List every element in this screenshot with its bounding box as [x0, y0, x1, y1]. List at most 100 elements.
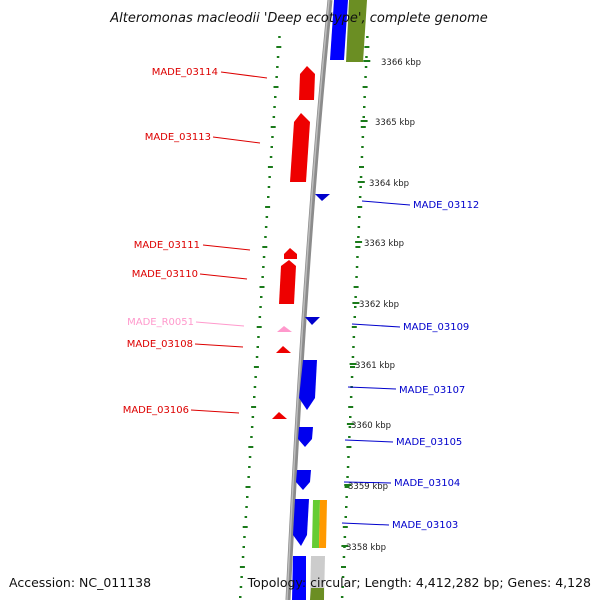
gene-label-made-03110[interactable]: MADE_03110	[132, 269, 198, 280]
gc-dot	[359, 176, 363, 178]
gc-dot	[262, 246, 268, 248]
gc-dot	[348, 436, 351, 438]
gc-dot	[342, 526, 348, 528]
gene-arrow-made-03111[interactable]	[284, 248, 297, 259]
gc-dot	[268, 176, 271, 178]
gc-dot	[365, 56, 368, 58]
gene-arrow-made-03110[interactable]	[279, 260, 296, 304]
gc-dot	[345, 496, 348, 498]
gc-dot	[355, 246, 361, 248]
gene-label-made-03111[interactable]: MADE_03111	[134, 240, 200, 251]
gc-dot	[250, 426, 254, 428]
gene-label-made-03114[interactable]: MADE_03114	[152, 67, 218, 78]
gene-arrow-made-03113[interactable]	[290, 113, 310, 182]
gc-dot	[269, 156, 273, 158]
gc-dot	[352, 346, 355, 348]
gc-dot	[250, 436, 253, 438]
gene-label-made-03108[interactable]: MADE_03108	[127, 339, 193, 350]
gene-arrow-made-03105[interactable]	[298, 427, 313, 447]
gc-dot	[274, 96, 277, 98]
gc-dot	[364, 76, 367, 78]
gc-dot	[342, 556, 346, 558]
gc-dot	[239, 596, 242, 598]
gc-dot	[345, 506, 348, 508]
gc-dot	[270, 146, 273, 148]
gc-dot	[341, 566, 346, 568]
gene-label-made-03103[interactable]: MADE_03103	[392, 520, 458, 531]
tick-label-3366: 3366 kbp	[381, 58, 421, 68]
gene-arrow-made-03103[interactable]	[293, 499, 309, 546]
gene-label-made-03113[interactable]: MADE_03113	[145, 132, 211, 143]
gc-dot	[346, 476, 349, 478]
gc-dot	[278, 36, 281, 38]
gene-label-made-03106[interactable]: MADE_03106	[123, 405, 189, 416]
green-track-block-top	[346, 0, 367, 62]
gc-dot	[247, 476, 250, 478]
gc-dot	[271, 136, 274, 138]
gc-dot	[245, 506, 248, 508]
gc-dot	[358, 196, 362, 198]
gc-content-tracks	[239, 36, 370, 598]
gene-label-made-03112[interactable]: MADE_03112	[413, 200, 479, 211]
gc-dot	[354, 306, 357, 308]
reverse-gene-block-top	[330, 0, 348, 60]
gene-arrow-made-03106[interactable]	[272, 412, 287, 419]
gene-label-made-03105[interactable]: MADE_03105	[396, 437, 462, 448]
gc-dot	[251, 406, 257, 408]
gc-dot	[276, 56, 280, 58]
gc-dot	[240, 576, 243, 578]
gene-arrow-made-03112[interactable]	[315, 194, 330, 201]
gc-dot	[264, 226, 268, 228]
gc-dot	[341, 586, 344, 588]
gc-dot	[344, 486, 350, 488]
gc-dot	[262, 256, 266, 258]
gc-dot	[366, 36, 369, 38]
map-title: Alteromonas macleodii 'Deep ecotype', co…	[109, 11, 487, 26]
gc-dot	[356, 256, 359, 258]
gc-dot	[362, 86, 368, 88]
gc-dot	[364, 66, 368, 68]
gc-dot	[270, 126, 276, 128]
gc-dot	[260, 296, 263, 298]
tick-label-3358: 3358 kbp	[346, 543, 386, 553]
gene-arrow-made-03108[interactable]	[276, 346, 291, 353]
gc-dot	[251, 416, 255, 418]
gc-dot	[357, 226, 361, 228]
gc-dot	[362, 116, 365, 118]
gene-label-made-03104[interactable]: MADE_03104	[394, 478, 460, 489]
tick-label-3365: 3365 kbp	[375, 118, 415, 128]
tick-label-3359: 3359 kbp	[348, 482, 388, 492]
tick-label-3364: 3364 kbp	[369, 179, 409, 189]
gc-dot	[358, 216, 361, 218]
gc-dot	[272, 116, 276, 118]
gene-label-made-03107[interactable]: MADE_03107	[399, 385, 465, 396]
gc-dot	[267, 166, 273, 168]
gc-dot	[340, 596, 344, 598]
gc-dot	[248, 466, 251, 468]
gc-dot	[359, 186, 362, 188]
gc-dot	[361, 146, 364, 148]
gene-arrow-made-03107[interactable]	[299, 360, 317, 410]
gc-dot	[348, 426, 352, 428]
gene-arrow-made-03104[interactable]	[296, 470, 311, 490]
gc-dot	[261, 276, 264, 278]
gc-dot	[341, 576, 345, 578]
gc-dot	[259, 306, 262, 308]
gc-dot	[349, 396, 353, 398]
gc-dot	[273, 86, 279, 88]
gc-dot	[363, 96, 366, 98]
rna-arrow-made-r0051[interactable]	[277, 326, 292, 332]
gc-dot	[273, 106, 276, 108]
topology-summary: Topology: circular; Length: 4,412,282 bp…	[247, 575, 591, 590]
gene-label-made-r0051[interactable]: MADE_R0051	[127, 317, 194, 328]
gc-dot	[344, 516, 347, 518]
tick-label-3360: 3360 kbp	[351, 421, 391, 431]
gene-arrow-made-03109[interactable]	[305, 317, 320, 325]
gene-label-made-03109[interactable]: MADE_03109	[403, 322, 469, 333]
gene-label-leaders	[190, 71, 411, 526]
reverse-gene-block-bottom	[292, 556, 306, 600]
gene-arrow-made-03114[interactable]	[299, 66, 315, 100]
gc-dot	[262, 266, 265, 268]
gc-dot	[245, 486, 251, 488]
